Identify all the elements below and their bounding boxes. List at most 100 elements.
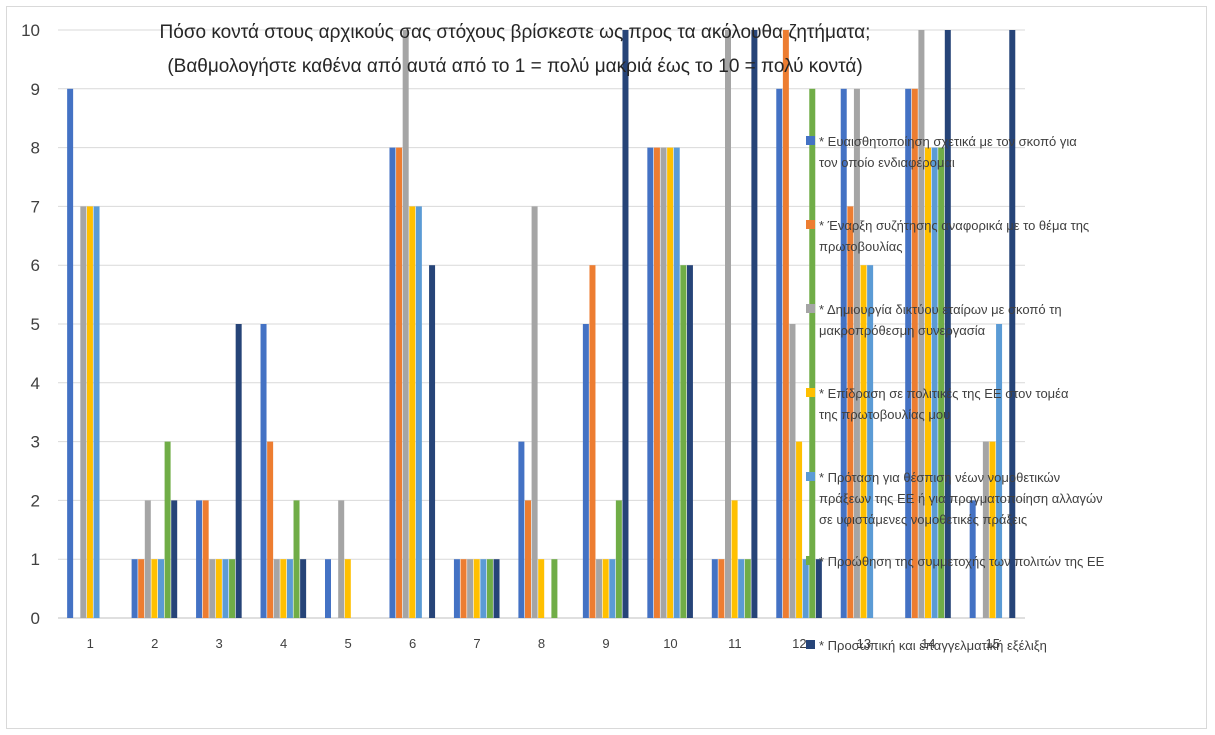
x-tick-label: 6 xyxy=(409,636,416,651)
x-tick-label: 14 xyxy=(921,636,935,651)
bar xyxy=(596,559,603,618)
bar xyxy=(273,559,280,618)
bar xyxy=(847,206,854,618)
bar xyxy=(609,559,616,618)
legend-swatch xyxy=(806,136,815,145)
x-tick-label: 2 xyxy=(151,636,158,651)
bar xyxy=(325,559,331,618)
x-tick-label: 11 xyxy=(728,636,742,651)
bar xyxy=(711,559,718,618)
bar xyxy=(602,559,609,618)
legend-swatch xyxy=(806,556,815,565)
x-tick-label: 1 xyxy=(87,636,94,651)
bar xyxy=(480,559,487,618)
bar xyxy=(158,559,164,618)
x-tick-label: 3 xyxy=(216,636,223,651)
y-tick-label: 0 xyxy=(31,609,40,628)
x-tick-label: 13 xyxy=(857,636,871,651)
bar xyxy=(660,147,667,618)
bar xyxy=(738,559,745,618)
bar xyxy=(622,30,629,618)
bar xyxy=(493,559,500,618)
bar xyxy=(67,88,74,619)
bar xyxy=(686,265,693,618)
legend-item: * Δημιουργία δικτύου εταίρων με σκοπό τη… xyxy=(806,302,1062,338)
bar xyxy=(853,88,860,619)
legend-item: * Προώθηση της συμμετοχής των πολιτών τη… xyxy=(806,554,1105,569)
bar xyxy=(402,30,409,618)
bar xyxy=(911,88,918,619)
bars xyxy=(67,30,1016,619)
legend-item: * Επίδραση σε πολιτικές της ΕΕ στον τομέ… xyxy=(806,386,1069,422)
bar xyxy=(415,206,422,618)
x-tick-label: 12 xyxy=(792,636,806,651)
y-tick-label: 6 xyxy=(31,256,40,275)
bar xyxy=(267,441,274,618)
bar xyxy=(938,147,945,618)
x-tick-label: 8 xyxy=(538,636,545,651)
bar xyxy=(918,30,925,618)
bar xyxy=(409,206,416,618)
x-tick-label: 9 xyxy=(602,636,609,651)
bar xyxy=(138,559,145,618)
bar xyxy=(80,206,87,618)
bar xyxy=(396,147,403,618)
x-tick-label: 4 xyxy=(280,636,287,651)
bar xyxy=(293,500,300,618)
legend-label: * Πρόταση για θέσπιση νέων νομοθετικών πρ… xyxy=(819,470,1103,527)
bar xyxy=(673,147,680,618)
bar xyxy=(202,500,209,618)
bar xyxy=(338,500,345,618)
bar xyxy=(486,559,493,618)
chart-title-line-2: (Βαθμολογήστε καθένα από αυτά από το 1 =… xyxy=(167,56,862,77)
bar xyxy=(989,441,996,618)
y-tick-label: 10 xyxy=(21,21,40,40)
y-tick-label: 9 xyxy=(31,80,40,99)
bar xyxy=(209,559,216,618)
y-tick-label: 1 xyxy=(31,550,40,569)
bar xyxy=(429,265,436,618)
legend-swatch xyxy=(806,220,815,229)
y-tick-label: 5 xyxy=(31,315,40,334)
legend-swatch xyxy=(806,304,815,313)
bar xyxy=(725,30,731,618)
legend-label: * Έναρξη συζήτησης αναφορικά με το θέμα … xyxy=(819,218,1089,254)
legend-swatch xyxy=(806,472,815,481)
bar xyxy=(93,206,100,618)
bar xyxy=(969,500,976,618)
bar xyxy=(815,559,822,618)
bar xyxy=(222,559,229,618)
legend-item: * Προσωπική και επαγγελματική εξέλιξη xyxy=(806,638,1047,653)
bar xyxy=(944,30,951,618)
bar xyxy=(286,559,293,618)
legend-label: * Δημιουργία δικτύου εταίρων με σκοπό τη… xyxy=(819,302,1062,338)
bar xyxy=(344,559,351,618)
bar xyxy=(1009,30,1016,618)
bar xyxy=(680,265,687,618)
bar xyxy=(235,324,242,618)
bar xyxy=(151,559,158,618)
y-tick-label: 2 xyxy=(31,491,40,510)
bar xyxy=(467,559,474,618)
legend-item: * Έναρξη συζήτησης αναφορικά με το θέμα … xyxy=(806,218,1089,254)
chart-title-line-1: Πόσο κοντά στους αρχικούς σας στόχους βρ… xyxy=(160,22,871,43)
bar xyxy=(164,441,171,618)
bar xyxy=(751,30,758,618)
bar xyxy=(582,324,589,618)
legend-label: * Ευαισθητοποίηση σχετικά με τον σκοπό γ… xyxy=(819,134,1077,170)
bar xyxy=(525,500,531,618)
y-tick-label: 3 xyxy=(31,433,40,452)
bar xyxy=(860,265,867,618)
bar xyxy=(982,441,989,618)
legend-item: * Πρόταση για θέσπιση νέων νομοθετικών πρ… xyxy=(806,470,1103,527)
bar xyxy=(144,500,151,618)
bar xyxy=(667,147,674,618)
bar xyxy=(260,324,267,618)
bar xyxy=(867,265,874,618)
bar xyxy=(538,559,545,618)
bar xyxy=(802,559,809,618)
bar xyxy=(731,500,738,618)
x-tick-label: 7 xyxy=(473,636,480,651)
bar xyxy=(796,441,803,618)
